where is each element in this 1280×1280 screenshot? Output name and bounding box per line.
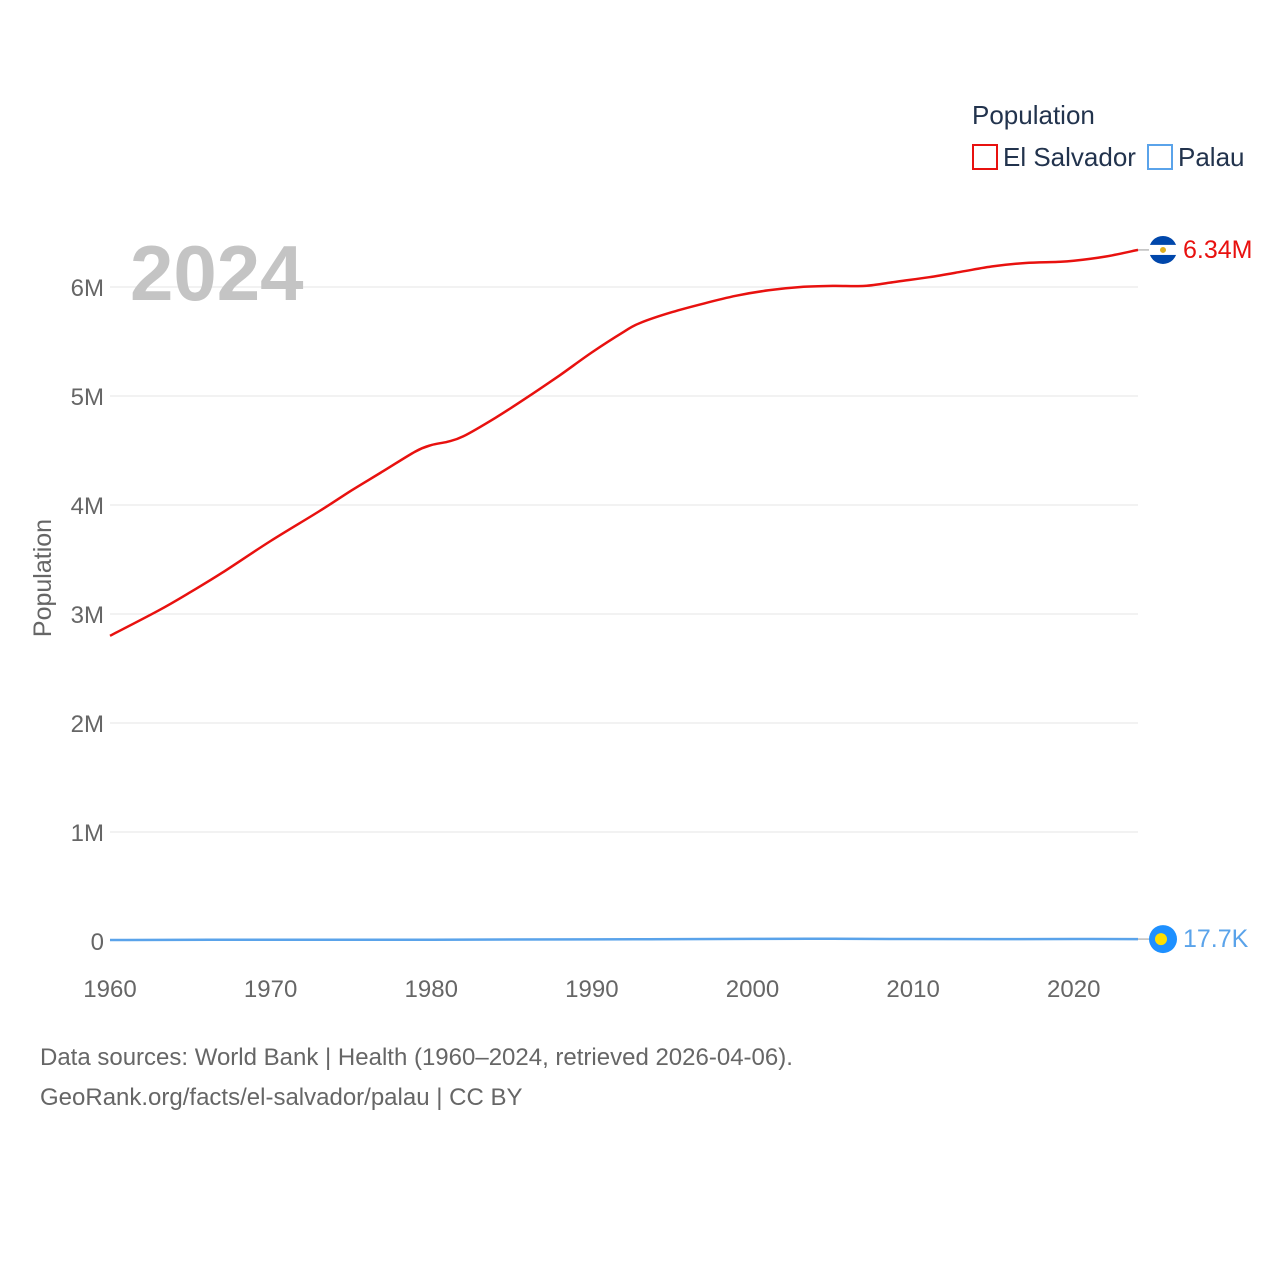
- end-value-label-el-salvador: 6.34M: [1183, 236, 1252, 264]
- palau-flag-icon: [1149, 925, 1177, 954]
- legend-item-palau[interactable]: Palau: [1147, 142, 1245, 172]
- y-axis-label: Population: [29, 519, 57, 637]
- series-line-el-salvador: [109, 248, 1139, 637]
- x-tick-label: 2020: [1047, 976, 1100, 1003]
- y-tick-label: 6M: [71, 275, 104, 302]
- x-tick-label: 2000: [726, 976, 779, 1003]
- legend-item-el-salvador[interactable]: El Salvador: [972, 142, 1136, 172]
- y-tick-label: 0: [91, 929, 104, 956]
- legend-swatch-palau: [1147, 144, 1173, 170]
- end-value-label-palau: 17.7K: [1183, 925, 1249, 953]
- x-tick-label: 1980: [405, 976, 458, 1003]
- x-axis-ticks: 1960 1970 1980 1990 2000 2010 2020: [83, 976, 1100, 1003]
- legend-swatch-el-salvador: [972, 144, 998, 170]
- legend: Population El Salvador Palau: [972, 100, 1245, 172]
- flag-stripes: [1149, 235, 1177, 264]
- legend-label-el-salvador: El Salvador: [1003, 142, 1136, 172]
- flag-moon: [1155, 933, 1167, 946]
- y-tick-label: 5M: [71, 384, 104, 411]
- end-markers: 6.34M 17.7K: [1138, 235, 1252, 954]
- x-tick-label: 1970: [244, 976, 297, 1003]
- x-tick-label: 2010: [886, 976, 939, 1003]
- flag-stripe-top: [1149, 235, 1177, 245]
- y-tick-label: 4M: [71, 493, 104, 520]
- legend-title: Population: [972, 100, 1095, 130]
- flag-emblem: [1160, 246, 1166, 253]
- series-line-palau: [109, 937, 1139, 942]
- legend-label-palau: Palau: [1178, 142, 1245, 172]
- y-tick-label: 1M: [71, 820, 104, 847]
- gridlines: [110, 286, 1138, 833]
- current-year-label: 2024: [130, 229, 304, 317]
- el-salvador-flag-icon: [1149, 235, 1177, 264]
- series-lines: [109, 248, 1139, 942]
- y-axis-ticks: 0 1M 2M 3M 4M 5M 6M: [71, 275, 104, 956]
- source-note: Data sources: World Bank | Health (1960–…: [40, 1044, 793, 1071]
- y-tick-label: 3M: [71, 602, 104, 629]
- x-tick-label: 1960: [83, 976, 136, 1003]
- x-tick-label: 1990: [565, 976, 618, 1003]
- flag-stripe-bottom: [1149, 254, 1177, 264]
- source-link[interactable]: GeoRank.org/facts/el-salvador/palau | CC…: [40, 1084, 523, 1111]
- y-tick-label: 2M: [71, 711, 104, 738]
